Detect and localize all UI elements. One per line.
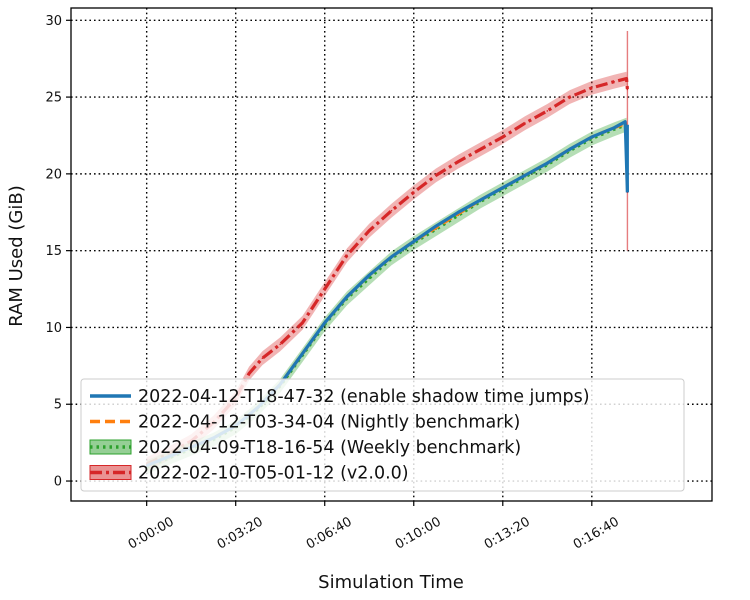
series-point xyxy=(368,229,371,232)
series-point xyxy=(301,322,304,324)
series-point xyxy=(479,199,482,201)
series-point xyxy=(435,225,437,227)
series-point xyxy=(613,80,615,83)
legend-entry: 2022-04-09-T18-16-54 (Weekly benchmark) xyxy=(89,438,521,458)
x-axis-title: Simulation Time xyxy=(318,572,464,593)
x-tick-label: 0:06:40 xyxy=(304,514,355,552)
plot-frame xyxy=(70,7,713,502)
legend-entry: 2022-04-12-T18-47-32 (enable shadow time… xyxy=(90,387,590,407)
series-point xyxy=(524,122,526,124)
series-point xyxy=(346,254,348,257)
legend-label: 2022-04-12-T18-47-32 (enable shadow time… xyxy=(138,387,590,407)
legend-entry: 2022-02-10-T05-01-12 (v2.0.0) xyxy=(89,464,409,484)
x-tick-label: 0:13:20 xyxy=(482,514,533,552)
legend-label: 2022-04-09-T18-16-54 (Weekly benchmark) xyxy=(138,438,521,458)
x-tick-label: 0:03:20 xyxy=(215,514,266,552)
series-point xyxy=(502,136,504,138)
series-point xyxy=(568,148,571,151)
legend-box xyxy=(80,378,685,492)
y-axis-title: RAM Used (GiB) xyxy=(6,185,27,326)
series-point xyxy=(248,372,250,375)
y-tick-label: 20 xyxy=(45,167,62,182)
y-tick-label: 15 xyxy=(45,244,62,259)
series-point xyxy=(368,277,371,280)
series-point xyxy=(502,186,504,189)
series-point xyxy=(368,274,371,277)
series-point xyxy=(413,191,415,194)
y-tick-label: 0 xyxy=(54,475,62,490)
series-point xyxy=(479,148,482,151)
y-tick-label: 10 xyxy=(45,321,62,336)
series-point xyxy=(261,357,264,360)
series-point xyxy=(591,87,593,89)
series-point xyxy=(457,160,460,163)
y-tick-label: 25 xyxy=(45,91,62,106)
legend-label: 2022-02-10-T05-01-12 (v2.0.0) xyxy=(138,464,409,484)
series-point xyxy=(346,295,348,298)
series-point xyxy=(323,288,326,290)
series-point xyxy=(301,352,304,355)
series-point xyxy=(279,343,282,346)
series-point xyxy=(457,211,460,214)
series-point xyxy=(323,322,326,324)
series-point xyxy=(435,174,437,177)
x-tick-label: 0:10:00 xyxy=(393,514,444,552)
series-point xyxy=(546,162,549,164)
series-point xyxy=(624,120,626,123)
y-tick-label: 30 xyxy=(45,14,62,29)
series-point xyxy=(524,174,526,177)
series-point xyxy=(413,240,415,243)
legend: 2022-04-12-T18-47-32 (enable shadow time… xyxy=(80,378,685,492)
y-tick-label: 5 xyxy=(54,398,62,413)
legend-entry: 2022-04-12-T03-34-04 (Nightly benchmark) xyxy=(90,413,520,433)
series-point xyxy=(390,209,393,212)
series-point xyxy=(568,96,571,98)
series-point xyxy=(591,136,593,138)
x-tick-label: 0:16:40 xyxy=(571,514,622,552)
series-point xyxy=(613,127,615,129)
series-point xyxy=(546,110,549,112)
x-tick-label: 0:00:00 xyxy=(126,514,177,552)
legend-label: 2022-04-12-T03-34-04 (Nightly benchmark) xyxy=(138,413,520,433)
series-point xyxy=(390,255,393,258)
